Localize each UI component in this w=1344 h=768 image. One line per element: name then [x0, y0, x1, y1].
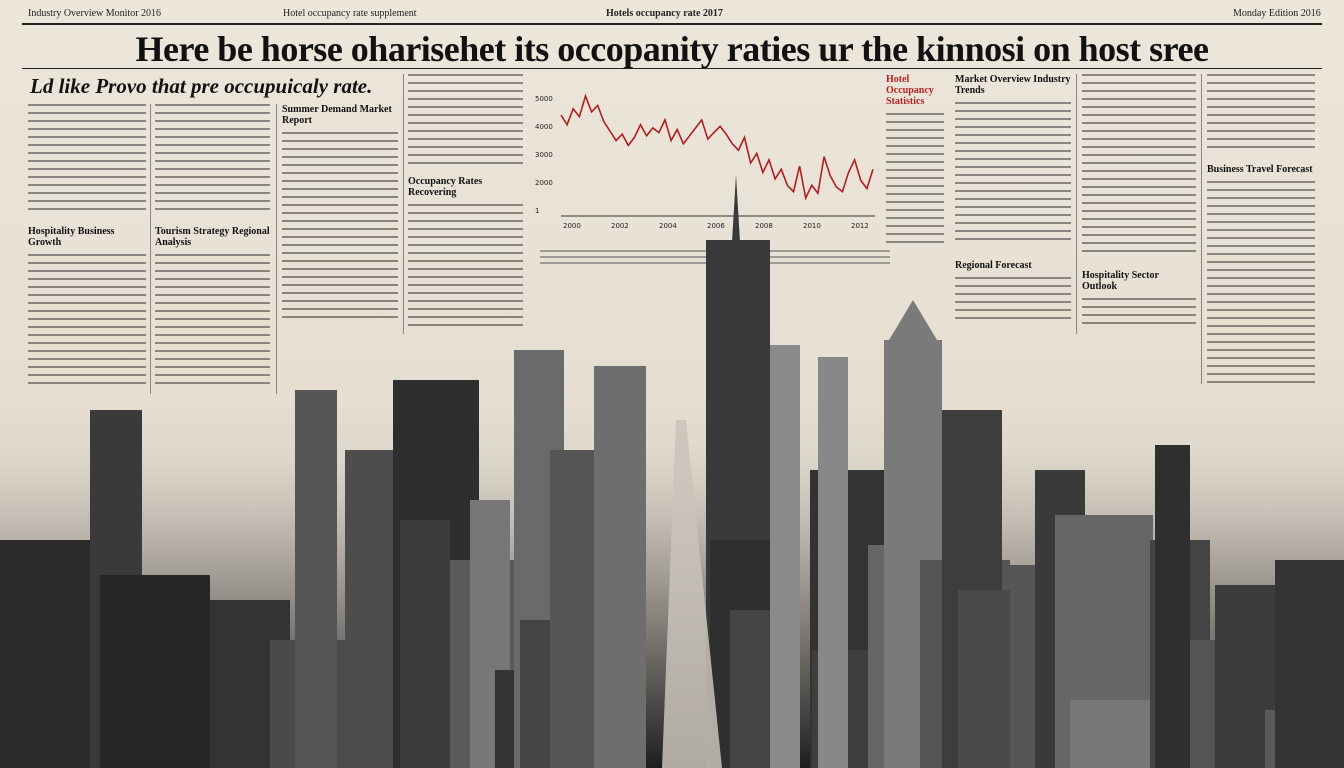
y-tick-label: 5000 [535, 95, 553, 103]
masthead-right: Monday Edition 2016 [1233, 8, 1321, 19]
column-heading: Hotel Occupancy Statistics [886, 74, 934, 107]
avenue [662, 420, 722, 768]
building [1070, 700, 1160, 768]
occupancy-chart: 5000 4000 3000 2000 1 2000 2002 2004 2006 2008 20… [535, 93, 875, 230]
x-tick-label: 2010 [803, 222, 821, 230]
series-line [560, 93, 874, 201]
article-column [408, 74, 523, 164]
article-column [28, 104, 146, 214]
article-column: Hospitality Sector Outlook [1082, 270, 1196, 325]
column-heading: Business Travel Forecast [1207, 164, 1313, 175]
spire [732, 175, 740, 242]
y-tick-label: 3000 [535, 151, 553, 159]
building [295, 390, 337, 768]
column-divider [1201, 74, 1202, 384]
building [400, 520, 450, 768]
column-heading: Hospitality Business Growth [28, 226, 115, 248]
subheadline: Ld like Provo that pre occupuicaly rate. [30, 74, 373, 98]
article-column: Regional Forecast [955, 260, 1071, 320]
article-column [155, 104, 270, 216]
column-heading: Market Overview Industry Trends [955, 74, 1071, 96]
article-column: Tourism Strategy Regional Analysis [155, 226, 270, 386]
x-tick-label: 2012 [851, 222, 869, 230]
column-heading: Hospitality Sector Outlook [1082, 270, 1159, 292]
masthead: Industry Overview Monitor 2016 Hotel occ… [28, 8, 1321, 24]
article-column: Hotel Occupancy Statistics [886, 74, 944, 244]
masthead-rule [22, 23, 1322, 25]
article-column [1082, 74, 1196, 254]
building [818, 357, 848, 768]
article-column: Hospitality Business Growth [28, 226, 146, 386]
spire [886, 300, 940, 345]
x-tick-label: 2000 [563, 222, 581, 230]
building [1275, 560, 1344, 768]
column-divider [403, 74, 404, 334]
masthead-center-left: Hotel occupancy rate supplement [283, 8, 417, 19]
y-tick-label: 2000 [535, 179, 553, 187]
article-column: Summer Demand Market Report [282, 104, 398, 324]
x-tick-label: 2006 [707, 222, 725, 230]
page-headline: Here be horse oharisehet its occopanity … [135, 29, 1209, 69]
column-divider [1076, 74, 1077, 334]
headline-rule [22, 68, 1322, 69]
column-heading: Occupancy Rates Recovering [408, 176, 483, 198]
column-heading: Regional Forecast [955, 260, 1032, 271]
building [0, 540, 100, 768]
y-tick-label: 4000 [535, 123, 553, 131]
masthead-center-right: Hotels occupancy rate 2017 [606, 8, 723, 19]
column-heading: Summer Demand Market Report [282, 104, 392, 126]
building [594, 366, 646, 768]
building [770, 345, 800, 768]
x-tick-label: 2002 [611, 222, 629, 230]
column-heading: Tourism Strategy Regional Analysis [155, 226, 270, 248]
x-tick-label: 2008 [755, 222, 773, 230]
building [1155, 445, 1190, 768]
column-divider [150, 104, 151, 394]
y-tick-label: 1 [535, 207, 539, 215]
article-column: Market Overview Industry Trends [955, 74, 1071, 244]
article-column: Occupancy Rates Recovering [408, 176, 523, 326]
article-column: Business Travel Forecast [1207, 164, 1315, 386]
column-divider [276, 104, 277, 394]
building [100, 575, 210, 768]
masthead-left: Industry Overview Monitor 2016 [28, 8, 162, 19]
article-column [1207, 74, 1315, 154]
x-tick-label: 2004 [659, 222, 677, 230]
